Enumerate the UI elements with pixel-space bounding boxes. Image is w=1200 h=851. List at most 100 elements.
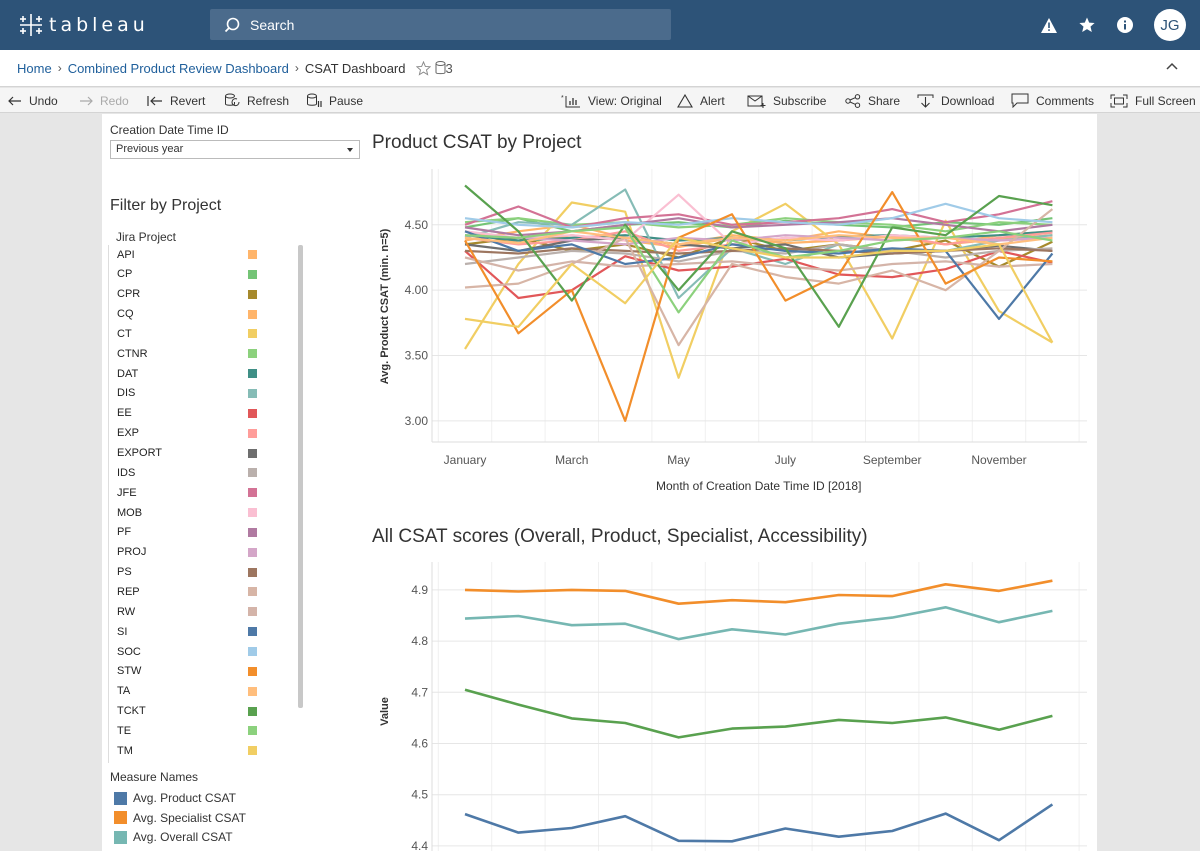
chart1-title: Product CSAT by Project (372, 132, 582, 153)
top-nav-bar: tableau Search JG (0, 0, 1200, 50)
redo-button[interactable]: Redo (79, 88, 129, 113)
legend-item-mob[interactable]: MOB (117, 503, 267, 522)
legend-color-swatch (248, 547, 257, 557)
legend-item-te[interactable]: TE (117, 721, 267, 740)
view-original-button[interactable]: * View: Original (561, 88, 662, 113)
revert-button[interactable]: Revert (147, 88, 205, 113)
legend-item-label: JFE (117, 486, 137, 499)
share-button[interactable]: Share (845, 88, 900, 113)
legend-item-label: DAT (117, 367, 139, 380)
legend-color-swatch (248, 349, 257, 359)
download-label: Download (941, 93, 995, 108)
date-filter-title: Creation Date Time ID (110, 123, 229, 137)
info-icon[interactable] (1116, 16, 1134, 34)
legend-item-proj[interactable]: PROJ (117, 543, 267, 562)
series-line-jfe (464, 200, 1053, 229)
legend-item-api[interactable]: API (117, 245, 267, 264)
undo-button[interactable]: Undo (8, 88, 58, 113)
chart2-title: All CSAT scores (Overall, Product, Speci… (372, 526, 868, 547)
share-label: Share (868, 93, 901, 108)
measure-legend-item[interactable]: Avg. Product CSAT (114, 789, 236, 807)
legend-item-rw[interactable]: RW (117, 602, 267, 621)
favorite-star-outline-icon[interactable] (415, 60, 431, 76)
legend-item-tckt[interactable]: TCKT (117, 702, 267, 721)
legend-item-dat[interactable]: DAT (117, 364, 267, 383)
legend-item-rep[interactable]: REP (117, 582, 267, 601)
legend-item-soc[interactable]: SOC (117, 642, 267, 661)
measure-legend-label: Avg. Specialist CSAT (133, 810, 246, 825)
legend-item-dis[interactable]: DIS (117, 384, 267, 403)
breadcrumb: Home › Combined Product Review Dashboard… (0, 50, 1200, 87)
breadcrumb-home[interactable]: Home (17, 60, 52, 76)
data-sources-indicator[interactable]: 3 (435, 61, 453, 76)
download-button[interactable]: Download (917, 88, 994, 113)
legend-item-jfe[interactable]: JFE (117, 483, 267, 502)
legend-color-swatch (248, 468, 257, 478)
legend-item-label: PROJ (117, 546, 147, 559)
legend-item-label: STW (117, 665, 142, 678)
user-avatar[interactable]: JG (1154, 9, 1186, 41)
y-tick-label: 4.50 (405, 218, 429, 232)
legend-color-swatch (248, 329, 257, 339)
date-filter-value: Previous year (116, 143, 184, 155)
y-tick-label: 4.8 (411, 634, 428, 648)
legend-item-exp[interactable]: EXP (117, 424, 267, 443)
legend-color-swatch (248, 508, 257, 518)
legend-item-stw[interactable]: STW (117, 662, 267, 681)
legend-item-ee[interactable]: EE (117, 404, 267, 423)
view-original-label: View: Original (588, 93, 662, 108)
pause-updates-icon (307, 93, 322, 107)
legend-item-cp[interactable]: CP (117, 265, 267, 284)
comments-label: Comments (1036, 93, 1095, 108)
collapse-chevron-up-icon[interactable] (1166, 61, 1178, 73)
pause-button[interactable]: Pause (306, 88, 363, 113)
series-line-soc (464, 202, 1053, 229)
x-tick-label: January (444, 453, 487, 467)
alert-button[interactable]: Alert (677, 88, 725, 113)
favorites-star-icon[interactable] (1078, 16, 1096, 34)
legend-item-ids[interactable]: IDS (117, 463, 267, 482)
legend-color-swatch (248, 567, 257, 577)
alert-warning-icon[interactable] (1040, 16, 1058, 34)
series-line-te (464, 226, 1053, 314)
legend-color-swatch (248, 587, 257, 597)
legend-item-ps[interactable]: PS (117, 563, 267, 582)
date-filter-dropdown[interactable]: Previous year (110, 140, 360, 159)
legend-item-ct[interactable]: CT (117, 324, 267, 343)
y-tick-label: 4.00 (405, 283, 429, 297)
legend-item-tm[interactable]: TM (117, 741, 267, 760)
series-line-avg-product-csat (464, 803, 1054, 843)
legend-color-swatch (248, 408, 257, 418)
legend-item-pf[interactable]: PF (117, 523, 267, 542)
series-line-avg-overall-csat (464, 605, 1053, 641)
legend-scrollbar[interactable] (298, 245, 303, 708)
product-csat-line-chart[interactable]: 3.00 3.50 4.00 4.50 Avg. Product CSAT (min. … (362, 159, 1097, 509)
search-bar[interactable]: Search (210, 9, 671, 40)
subscribe-label: Subscribe (773, 93, 827, 108)
breadcrumb-separator: › (57, 61, 62, 75)
y-axis-title: Value (379, 697, 391, 726)
legend-color-swatch (248, 388, 257, 398)
legend-item-cpr[interactable]: CPR (117, 285, 267, 304)
refresh-button[interactable]: Refresh (224, 88, 289, 113)
legend-item-si[interactable]: SI (117, 622, 267, 641)
legend-item-cq[interactable]: CQ (117, 305, 267, 324)
comments-button[interactable]: Comments (1011, 88, 1094, 113)
legend-color-swatch (248, 527, 257, 537)
series-line-tckt (464, 184, 1053, 328)
measure-legend-item[interactable]: Avg. Overall CSAT (114, 828, 233, 846)
all-csat-line-chart[interactable]: 4.4 4.5 4.6 4.7 4.8 4.9 Value (362, 554, 1097, 851)
tableau-logo-icon (20, 14, 42, 36)
y-tick-label: 3.00 (405, 414, 429, 428)
tableau-logo[interactable]: tableau (16, 11, 149, 39)
legend-item-export[interactable]: EXPORT (117, 444, 267, 463)
legend-item-ctnr[interactable]: CTNR (117, 344, 267, 363)
measure-legend-item[interactable]: Avg. Specialist CSAT (114, 809, 246, 827)
full-screen-button[interactable]: Full Screen (1110, 88, 1196, 113)
y-tick-label: 4.7 (411, 685, 428, 699)
breadcrumb-workbook[interactable]: Combined Product Review Dashboard (67, 60, 289, 76)
legend-item-label: CPR (117, 288, 141, 301)
y-tick-label: 3.50 (405, 349, 429, 363)
legend-item-ta[interactable]: TA (117, 682, 267, 701)
subscribe-button[interactable]: Subscribe (747, 88, 826, 113)
